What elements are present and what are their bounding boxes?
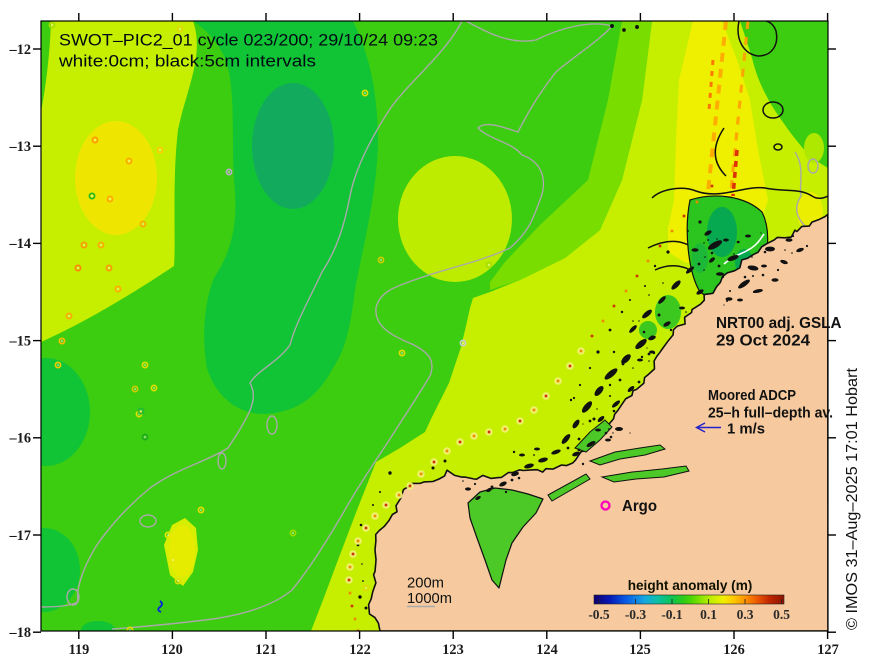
- svg-text:120: 120: [161, 642, 182, 658]
- svg-text:white:0cm; black:5cm intervals: white:0cm; black:5cm intervals: [58, 53, 316, 71]
- svg-text:123: 123: [442, 642, 463, 658]
- svg-text:121: 121: [255, 642, 276, 658]
- svg-text:–13: –13: [9, 139, 31, 155]
- svg-text:–15: –15: [9, 333, 31, 349]
- svg-text:0.5: 0.5: [773, 607, 790, 622]
- svg-text:1 m/s: 1 m/s: [727, 422, 765, 438]
- svg-text:SWOT–PIC2_01 cycle 023/200; 29: SWOT–PIC2_01 cycle 023/200; 29/10/24 09:…: [59, 32, 438, 50]
- svg-text:125: 125: [629, 642, 650, 658]
- svg-text:–14: –14: [9, 236, 31, 252]
- svg-text:–12: –12: [9, 42, 31, 58]
- svg-text:0.1: 0.1: [700, 607, 717, 622]
- svg-text:25–h full–depth av.: 25–h full–depth av.: [708, 406, 833, 422]
- svg-text:127: 127: [817, 642, 838, 658]
- svg-text:119: 119: [69, 642, 90, 658]
- svg-text:Moored ADCP: Moored ADCP: [708, 388, 796, 404]
- svg-text:–16: –16: [9, 431, 31, 447]
- svg-text:29 Oct 2024: 29 Oct 2024: [716, 333, 810, 350]
- svg-text:–17: –17: [9, 528, 31, 544]
- svg-text:-0.3: -0.3: [625, 607, 647, 622]
- svg-text:1000m: 1000m: [407, 591, 452, 607]
- svg-text:NRT00 adj. GSLA: NRT00 adj. GSLA: [716, 315, 842, 332]
- svg-text:Argo: Argo: [622, 498, 657, 515]
- svg-text:0.3: 0.3: [737, 607, 754, 622]
- svg-text:122: 122: [349, 642, 370, 658]
- svg-text:© IMOS 31–Aug–2025 17:01 Hobar: © IMOS 31–Aug–2025 17:01 Hobart: [844, 367, 861, 630]
- svg-text:–18: –18: [9, 625, 31, 641]
- svg-text:-0.1: -0.1: [661, 607, 683, 622]
- svg-text:200m: 200m: [407, 576, 444, 592]
- svg-text:-0.5: -0.5: [588, 607, 610, 622]
- svg-text:126: 126: [723, 642, 744, 658]
- svg-text:124: 124: [536, 642, 557, 658]
- svg-text:height anomaly (m): height anomaly (m): [628, 578, 753, 593]
